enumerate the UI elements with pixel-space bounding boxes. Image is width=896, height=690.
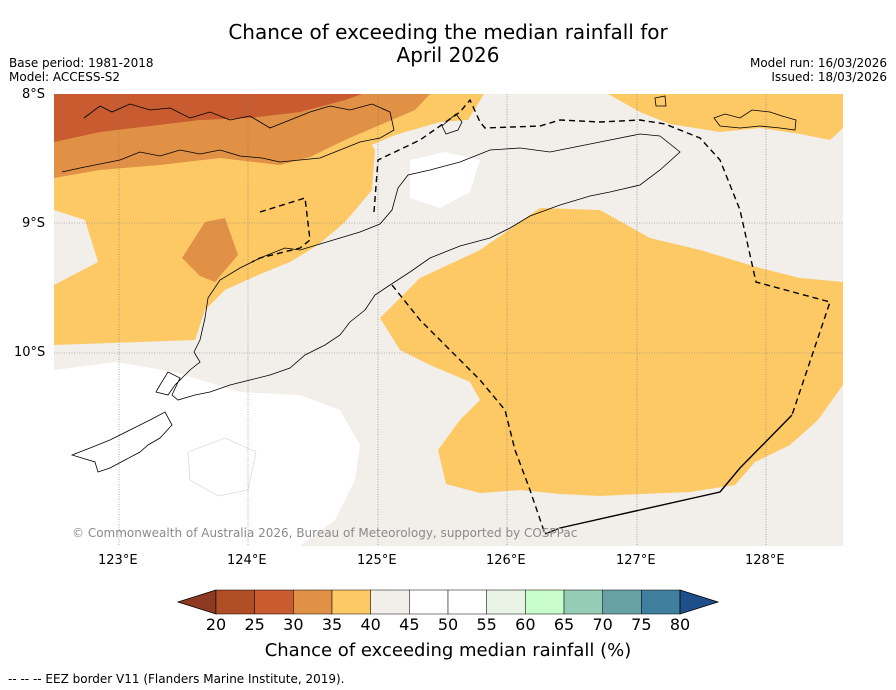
lon-label-128e: 128°E bbox=[745, 553, 785, 568]
colorbar-tick-label: 25 bbox=[244, 615, 265, 634]
colorbar-cell bbox=[602, 589, 642, 615]
colorbar-tick-label: 30 bbox=[283, 615, 304, 634]
colorbar-cell bbox=[293, 589, 333, 615]
colorbar-cell bbox=[525, 589, 565, 615]
rainfall-map bbox=[54, 94, 843, 546]
issued-text: Issued: 18/03/2026 bbox=[771, 70, 887, 84]
colorbar-cell bbox=[486, 589, 526, 615]
region-35-40-central bbox=[380, 208, 843, 496]
eez-border-solid bbox=[544, 414, 793, 535]
colorbar-tick-label: 80 bbox=[669, 615, 691, 634]
lon-label-125e: 125°E bbox=[357, 553, 397, 568]
colorbar-over-arrow bbox=[679, 589, 720, 615]
colorbar-label: Chance of exceeding median rainfall (%) bbox=[264, 640, 632, 661]
eez-border bbox=[251, 98, 831, 535]
model-run-text: Model run: 16/03/2026 bbox=[749, 56, 887, 70]
base-period-text: Base period: 1981-2018 bbox=[9, 56, 154, 70]
lat-label-9s: 9°S bbox=[22, 216, 46, 231]
colorbar-tick-label: 35 bbox=[321, 615, 343, 634]
colorbar-tick-label: 45 bbox=[399, 615, 420, 634]
colorbar-tick-label: 60 bbox=[515, 615, 536, 634]
region-25-30-north bbox=[54, 94, 362, 142]
footer-note: -- -- -- EEZ border V11 (Flanders Marine… bbox=[8, 672, 345, 686]
colorbar-tick-label: 55 bbox=[476, 615, 497, 634]
colorbar-cell bbox=[215, 589, 255, 615]
region-30-35-patch bbox=[182, 218, 238, 282]
graticule bbox=[54, 94, 843, 546]
colorbar-tick-label: 50 bbox=[437, 615, 459, 634]
colorbar-cell bbox=[370, 589, 410, 615]
colorbar-cell bbox=[447, 589, 487, 615]
colorbar-tick-label: 75 bbox=[631, 615, 652, 634]
colorbar-cell bbox=[641, 589, 681, 615]
lon-label-123e: 123°E bbox=[98, 553, 138, 568]
chart-title-line2: April 2026 bbox=[396, 43, 500, 67]
chart-title-line1: Chance of exceeding the median rainfall … bbox=[228, 20, 668, 44]
colorbar-tick-label: 65 bbox=[553, 615, 575, 634]
colorbar-cell bbox=[563, 589, 603, 615]
lon-label-127e: 127°E bbox=[616, 553, 656, 568]
colorbar-cells bbox=[215, 589, 681, 615]
lon-label-124e: 124°E bbox=[227, 553, 267, 568]
colorbar bbox=[176, 589, 720, 615]
colorbar-cell bbox=[331, 589, 371, 615]
colorbar-cell bbox=[409, 589, 449, 615]
model-text: Model: ACCESS-S2 bbox=[9, 70, 121, 84]
colorbar-tick-label: 70 bbox=[592, 615, 613, 634]
copyright-text: © Commonwealth of Australia 2026, Bureau… bbox=[72, 526, 578, 540]
colorbar-tick-label: 40 bbox=[360, 615, 381, 634]
coastline bbox=[61, 95, 797, 473]
colorbar-cell bbox=[254, 589, 294, 615]
region-45-55-north bbox=[410, 152, 480, 208]
lat-label-10s: 10°S bbox=[14, 345, 46, 360]
colorbar-under-arrow bbox=[176, 589, 217, 615]
lon-label-126e: 126°E bbox=[486, 553, 526, 568]
lat-label-8s: 8°S bbox=[22, 87, 46, 102]
colorbar-tick-label: 20 bbox=[205, 615, 227, 634]
